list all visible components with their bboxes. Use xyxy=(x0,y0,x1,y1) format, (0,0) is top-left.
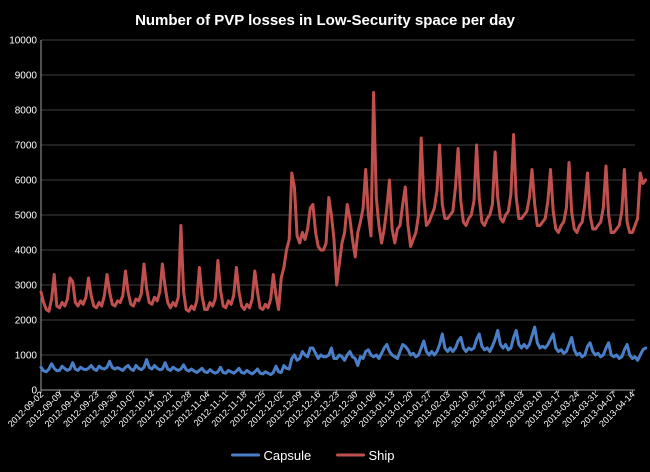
y-tick-label: 0 xyxy=(31,386,37,397)
legend-label-ship: Ship xyxy=(369,448,395,463)
y-tick-label: 1000 xyxy=(15,351,38,362)
gridlines xyxy=(41,39,635,356)
series-line-ship xyxy=(39,91,648,313)
y-tick-label: 2000 xyxy=(15,316,38,327)
y-tick-label: 5000 xyxy=(15,211,38,222)
y-axis-ticks: 0 1000 2000 3000 4000 5000 6000 7000 8000 9000 100… xyxy=(9,36,37,397)
legend-label-capsule: Capsule xyxy=(264,448,312,463)
y-tick-label: 3000 xyxy=(15,281,38,292)
y-tick-label: 9000 xyxy=(15,71,38,82)
y-tick-label: 10000 xyxy=(9,36,37,47)
legend: Capsule Ship xyxy=(231,448,395,463)
y-tick-label: 7000 xyxy=(15,141,38,152)
chart-title: Number of PVP losses in Low-Security spa… xyxy=(135,12,516,29)
series-line-capsule xyxy=(39,325,648,377)
axes xyxy=(40,40,635,391)
series-lines xyxy=(39,91,648,377)
y-tick-label: 8000 xyxy=(15,106,38,117)
y-tick-label: 6000 xyxy=(15,176,38,187)
x-axis-ticks: 2012-09-022012-09-092012-09-162012-09-23… xyxy=(6,389,637,429)
y-tick-label: 4000 xyxy=(15,246,38,257)
